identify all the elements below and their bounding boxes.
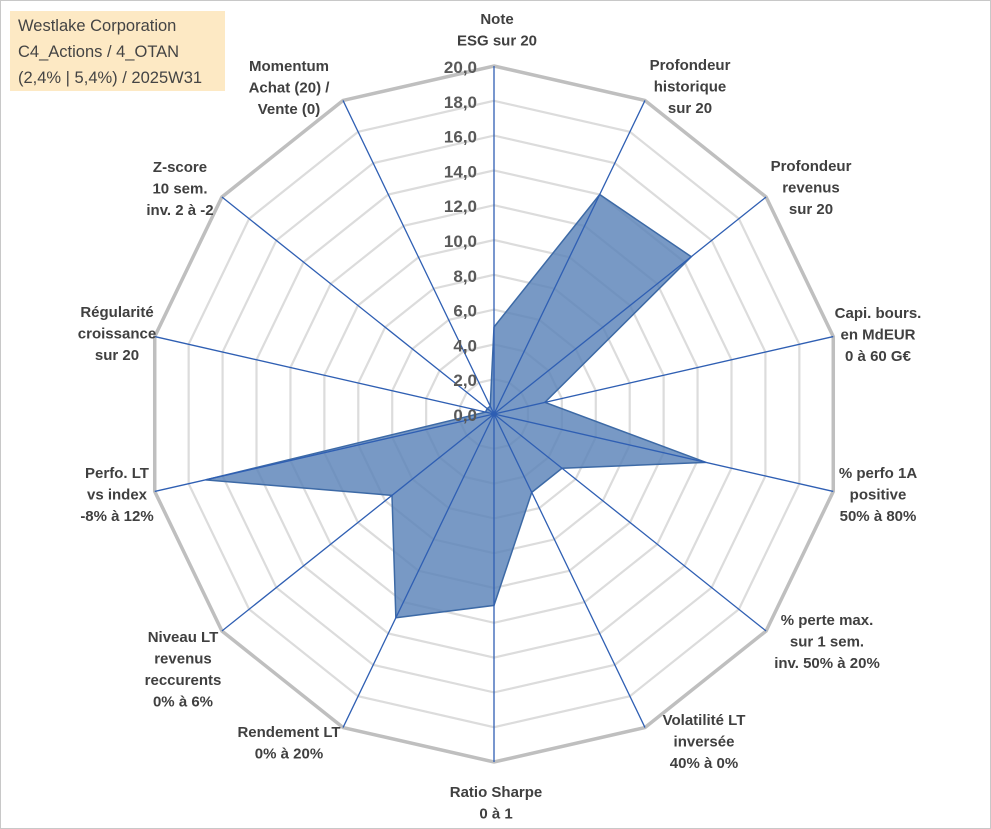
axis-spoke [221,413,495,632]
axis-label: Ratio Sharpe 0 à 1 [450,784,543,823]
axis-spoke [154,335,495,415]
axis-spoke [154,413,495,493]
tick-label: 14,0 [444,162,477,181]
tick-label: 18,0 [444,93,477,112]
axis-label: Volatilité LT inversée 40% à 0% [663,712,746,772]
tick-label: 6,0 [453,302,477,321]
axis-spoke [221,196,495,415]
axis-label: % perte max. sur 1 sem. inv. 50% à 20% [774,612,880,672]
axis-spoke [342,100,495,415]
tick-label: 16,0 [444,128,477,147]
axis-label: Note ESG sur 20 [457,11,537,50]
axis-spoke [493,413,646,728]
axis-label: Profondeur revenus sur 20 [771,158,852,218]
axis-label: Niveau LT revenus reccurents 0% à 6% [145,629,222,711]
axis-spoke [493,100,646,415]
title-line-params: (2,4% | 5,4%) / 2025W31 [18,69,203,87]
axis-spoke [493,196,767,415]
axis-label: % perfo 1A positive 50% à 80% [839,465,918,525]
axis-label: Capi. bours. en MdEUR 0 à 60 G€ [835,305,922,365]
axis-label: Rendement LT 0% à 20% [237,724,340,763]
tick-label: 0,0 [453,406,477,425]
tick-label: 12,0 [444,197,477,216]
title-line-company: Westlake Corporation [18,17,177,35]
axis-spoke [493,413,767,632]
title-line-category: C4_Actions / 4_OTAN [18,43,180,61]
tick-label: 8,0 [453,267,477,286]
tick-label: 10,0 [444,232,477,251]
axis-label: Régularité croissance sur 20 [78,304,156,364]
tick-label: 4,0 [453,336,477,355]
axis-spoke [342,413,495,728]
title-box: Westlake Corporation C4_Actions / 4_OTAN… [10,11,225,91]
axis-label: Profondeur historique sur 20 [650,57,731,117]
axis-label: Momentum Achat (20) / Vente (0) [249,58,331,118]
axis-label: Perfo. LT vs index -8% à 12% [80,465,153,525]
tick-label: 20,0 [444,58,477,77]
tick-label: 2,0 [453,371,477,390]
axis-label: Z-score 10 sem. inv. 2 à -2 [146,159,213,219]
axis-spoke [493,335,834,415]
axis-spoke [493,413,834,493]
